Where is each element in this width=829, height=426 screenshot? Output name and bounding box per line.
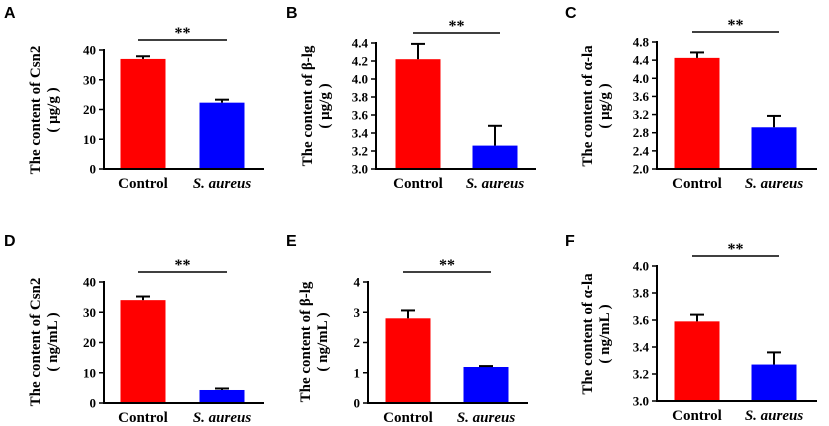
y-tick-label: 10 (83, 132, 96, 147)
y-axis-unit: ( μg/g ) (597, 83, 613, 128)
y-tick-label: 3.2 (633, 107, 649, 122)
y-tick-label: 30 (83, 72, 96, 87)
y-tick-label: 2.4 (633, 143, 650, 158)
y-tick-label: 2.0 (633, 162, 649, 177)
chart-panel-a: A 0 10 20 30 40 Control S. aureus ** The content … (4, 5, 264, 192)
y-tick-label: 3 (354, 305, 361, 320)
y-tick-label: 3.0 (352, 162, 368, 177)
y-axis-unit: ( ng/mL ) (45, 312, 61, 371)
x-category-label: Control (118, 410, 168, 426)
x-category-label: S. aureus (745, 408, 804, 424)
bar-control (120, 300, 166, 403)
y-tick-label: 30 (83, 305, 96, 320)
bar-s-aureus (463, 367, 509, 403)
y-axis-unit: ( ng/mL ) (597, 304, 613, 363)
panel-letter: D (4, 233, 16, 250)
significance-label: ** (175, 25, 191, 42)
panel-letter: F (565, 233, 575, 250)
x-category-label: S. aureus (745, 176, 804, 192)
y-tick-label: 2 (354, 335, 361, 350)
y-tick-label: 20 (83, 102, 96, 117)
y-tick-label: 10 (83, 365, 96, 380)
y-axis-title: The content of α-la (580, 45, 596, 167)
y-tick-label: 4.8 (633, 35, 650, 50)
chart-panel-d: D 0 10 20 30 40 Control S. aureus ** The content … (4, 233, 264, 426)
y-tick-label: 3.8 (352, 90, 369, 105)
y-tick-label: 4.0 (352, 72, 368, 87)
x-category-label: Control (383, 410, 433, 426)
bar-control (395, 59, 441, 170)
y-axis-unit: ( μg/g ) (317, 83, 333, 128)
panel-letter: B (286, 5, 298, 22)
panel-letter: C (565, 5, 577, 22)
panel-letter: E (286, 233, 297, 250)
x-category-label: S. aureus (193, 176, 252, 192)
y-tick-label: 3.4 (633, 340, 650, 355)
y-tick-label: 2.8 (633, 125, 650, 140)
y-tick-label: 3.6 (633, 313, 650, 328)
bar-s-aureus (472, 145, 518, 169)
bar-control (120, 58, 166, 169)
y-tick-label: 3.2 (633, 367, 649, 382)
x-category-label: Control (393, 176, 443, 192)
x-category-label: Control (118, 176, 168, 192)
bar-s-aureus (199, 389, 245, 403)
y-tick-label: 0 (354, 396, 361, 411)
x-category-label: Control (672, 176, 722, 192)
y-axis-title: The content of Csn2 (28, 46, 44, 175)
chart-panel-f: F 3.0 3.2 3.4 3.6 3.8 4.0 Control S. aureus ** The… (565, 233, 817, 424)
x-category-label: S. aureus (193, 410, 252, 426)
panel-letter: A (4, 5, 16, 22)
y-tick-label: 20 (83, 335, 96, 350)
y-tick-label: 3.2 (352, 144, 368, 159)
significance-label: ** (449, 18, 465, 35)
significance-label: ** (175, 257, 191, 274)
bar-control (674, 57, 720, 169)
y-tick-label: 4 (354, 275, 361, 290)
chart-panel-b: B 3.0 3.2 3.4 3.6 3.8 4.0 4.2 4.4 Control S. aureu… (286, 5, 536, 192)
y-tick-label: 0 (90, 162, 97, 177)
y-tick-label: 1 (354, 365, 361, 380)
y-tick-label: 3.6 (633, 89, 650, 104)
significance-label: ** (439, 257, 455, 274)
bar-s-aureus (751, 127, 797, 169)
y-tick-label: 3.4 (352, 126, 369, 141)
bar-s-aureus (751, 364, 797, 401)
y-tick-label: 4.4 (633, 53, 650, 68)
bar-s-aureus (199, 102, 245, 169)
y-tick-label: 4.4 (352, 36, 369, 51)
y-axis-title: The content of β-lg (300, 45, 316, 166)
y-tick-label: 3.6 (352, 108, 369, 123)
y-tick-label: 0 (90, 396, 97, 411)
y-tick-label: 4.0 (633, 259, 649, 274)
y-axis-unit: ( μg/g ) (45, 87, 61, 132)
significance-label: ** (728, 241, 744, 258)
chart-panel-e: E 0 1 2 3 4 Control S. aureus ** The content of β… (286, 233, 528, 426)
bar-control (385, 318, 431, 403)
x-category-label: S. aureus (466, 176, 525, 192)
x-category-label: S. aureus (457, 410, 516, 426)
y-tick-label: 4.0 (633, 71, 649, 86)
y-axis-title: The content of Csn2 (28, 278, 44, 407)
bar-control (674, 321, 720, 401)
y-tick-label: 3.0 (633, 394, 649, 409)
chart-panel-c: C 2.0 2.4 2.8 3.2 3.6 4.0 4.4 4.8 Control S. aureu… (565, 5, 817, 192)
y-axis-unit: ( ng/mL ) (315, 312, 331, 371)
y-tick-label: 40 (83, 275, 96, 290)
y-tick-label: 4.2 (352, 54, 368, 69)
y-axis-title: The content of β-lg (298, 281, 314, 402)
x-category-label: Control (672, 408, 722, 424)
y-axis-title: The content of α-la (580, 273, 596, 395)
y-tick-label: 3.8 (633, 286, 650, 301)
significance-label: ** (728, 17, 744, 34)
y-tick-label: 40 (83, 43, 96, 58)
